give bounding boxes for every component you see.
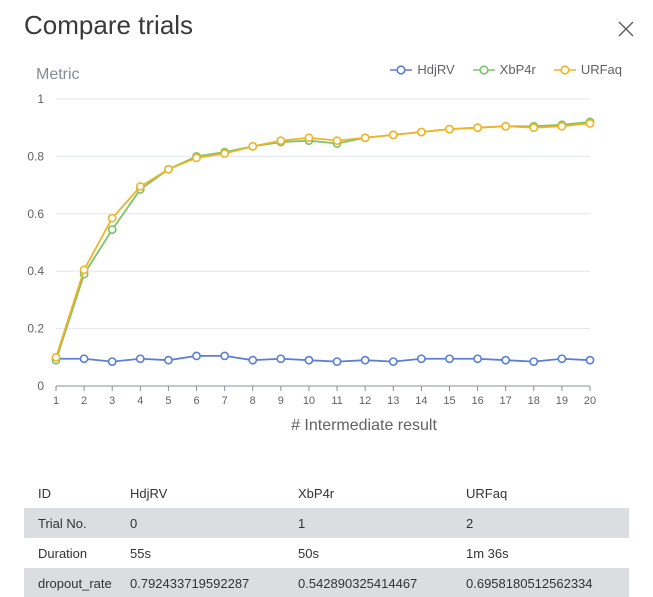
svg-text:0.4: 0.4 — [27, 264, 44, 278]
svg-text:17: 17 — [500, 395, 512, 407]
svg-text:12: 12 — [359, 395, 371, 407]
svg-text:1: 1 — [53, 395, 59, 407]
svg-text:15: 15 — [443, 395, 455, 407]
svg-text:13: 13 — [387, 395, 399, 407]
svg-text:6: 6 — [193, 395, 199, 407]
svg-text:1: 1 — [37, 92, 44, 106]
svg-text:20: 20 — [584, 395, 596, 407]
svg-text:10: 10 — [303, 395, 315, 407]
svg-text:4: 4 — [137, 395, 143, 407]
svg-text:9: 9 — [278, 395, 284, 407]
svg-text:0.6: 0.6 — [27, 207, 44, 221]
svg-text:3: 3 — [109, 395, 115, 407]
svg-text:7: 7 — [222, 395, 228, 407]
svg-text:0.2: 0.2 — [27, 322, 44, 336]
svg-text:14: 14 — [415, 395, 427, 407]
svg-text:2: 2 — [81, 395, 87, 407]
svg-text:0.8: 0.8 — [27, 149, 44, 163]
svg-text:18: 18 — [528, 395, 540, 407]
svg-text:0: 0 — [37, 379, 44, 393]
svg-text:11: 11 — [331, 395, 342, 407]
svg-text:5: 5 — [165, 395, 171, 407]
svg-text:19: 19 — [556, 395, 568, 407]
svg-text:16: 16 — [471, 395, 483, 407]
svg-text:8: 8 — [250, 395, 256, 407]
